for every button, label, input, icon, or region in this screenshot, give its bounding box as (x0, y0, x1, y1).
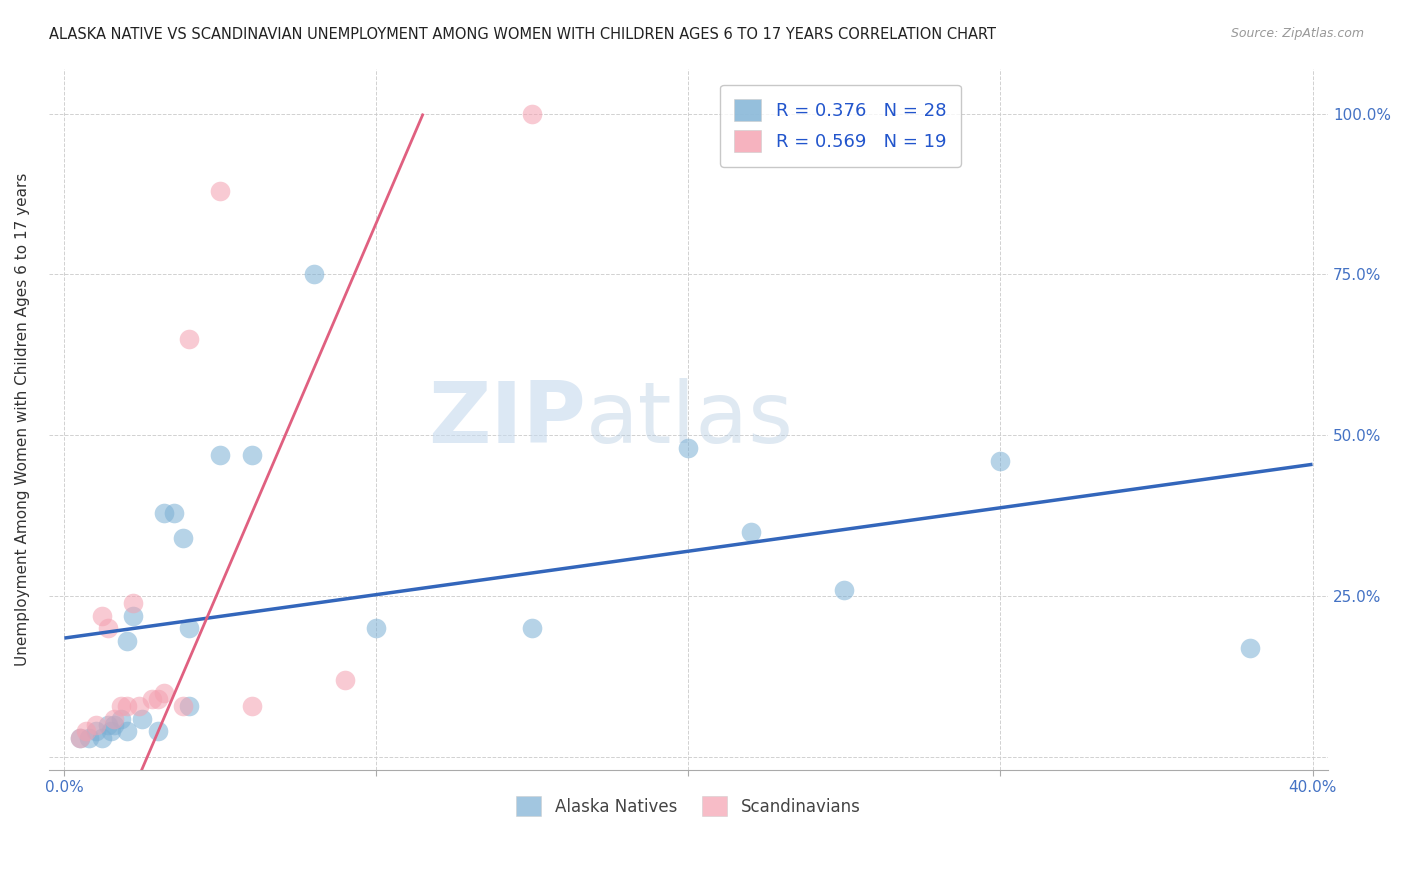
Point (79, 731, 101, 745)
Point (141, 692, 163, 706)
Point (209, 184, 232, 198)
Point (179, 622, 201, 636)
Point (100, 724, 122, 739)
Point (122, 608, 145, 623)
Point (146, 692, 169, 706)
Text: ZIP: ZIP (429, 377, 586, 461)
Point (153, 506, 176, 520)
Point (84, 718, 107, 732)
Point (302, 268, 325, 282)
Point (172, 698, 194, 713)
Point (75, 724, 97, 739)
Point (103, 712, 125, 726)
Point (110, 698, 132, 713)
Point (131, 712, 153, 726)
Legend: Alaska Natives, Scandinavians: Alaska Natives, Scandinavians (508, 788, 869, 825)
Point (522, 622, 544, 636)
Point (69, 731, 91, 745)
Point (128, 698, 150, 713)
Y-axis label: Unemployment Among Women with Children Ages 6 to 17 years: Unemployment Among Women with Children A… (15, 172, 30, 666)
Point (179, 332, 201, 346)
Text: atlas: atlas (586, 377, 794, 461)
Point (240, 698, 263, 713)
Point (335, 673, 357, 687)
Point (1239, 640, 1261, 655)
Point (90, 608, 112, 623)
Point (522, 106, 544, 120)
Point (84, 724, 107, 739)
Text: ALASKA NATIVE VS SCANDINAVIAN UNEMPLOYMENT AMONG WOMEN WITH CHILDREN AGES 6 TO 1: ALASKA NATIVE VS SCANDINAVIAN UNEMPLOYME… (49, 27, 997, 42)
Point (97, 622, 120, 636)
Point (110, 712, 132, 726)
Point (115, 724, 138, 739)
Point (740, 524, 762, 539)
Point (69, 731, 91, 745)
Point (115, 698, 138, 713)
Point (115, 634, 138, 648)
Point (678, 441, 700, 455)
Point (90, 731, 112, 745)
Point (209, 448, 232, 462)
Point (990, 454, 1012, 468)
Point (240, 448, 263, 462)
Point (122, 596, 145, 610)
Text: Source: ZipAtlas.com: Source: ZipAtlas.com (1230, 27, 1364, 40)
Point (153, 686, 176, 700)
Point (172, 531, 194, 545)
Point (146, 724, 169, 739)
Point (366, 622, 388, 636)
Point (103, 718, 125, 732)
Point (834, 582, 856, 597)
Point (162, 506, 184, 520)
Point (179, 698, 201, 713)
Point (97, 718, 120, 732)
